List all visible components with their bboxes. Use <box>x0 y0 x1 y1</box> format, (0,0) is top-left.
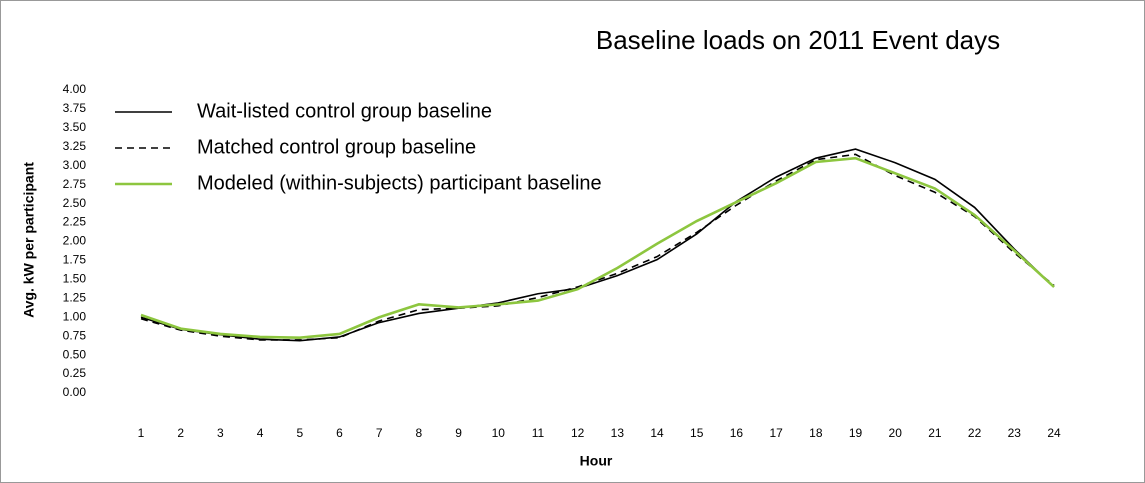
y-tick-label: 0.75 <box>63 328 87 342</box>
x-tick-label: 19 <box>849 426 863 440</box>
x-tick-label: 5 <box>296 426 303 440</box>
chart-title: Baseline loads on 2011 Event days <box>596 25 1000 55</box>
x-tick-label: 15 <box>690 426 704 440</box>
y-tick-label: 1.75 <box>63 253 87 267</box>
x-tick-label: 12 <box>571 426 585 440</box>
x-tick-label: 10 <box>492 426 506 440</box>
y-tick-label: 2.75 <box>63 177 87 191</box>
line-series <box>140 156 1055 340</box>
x-tick-label: 17 <box>769 426 783 440</box>
y-tick-label: 0.25 <box>63 366 87 380</box>
x-tick-label: 8 <box>416 426 423 440</box>
y-tick-label: 3.50 <box>63 120 87 134</box>
y-tick-label: 4.00 <box>63 82 87 96</box>
y-axis-label: Avg. kW per participant <box>21 162 37 318</box>
y-tick-label: 0.00 <box>63 385 87 399</box>
x-tick-label: 3 <box>217 426 224 440</box>
legend-label: Modeled (within-subjects) participant ba… <box>197 172 602 194</box>
x-tick-label: 20 <box>889 426 903 440</box>
y-tick-label: 2.50 <box>63 196 87 210</box>
x-tick-label: 21 <box>928 426 942 440</box>
legend-label: Wait-listed control group baseline <box>197 100 492 122</box>
y-tick-label: 3.25 <box>63 139 87 153</box>
x-tick-label: 14 <box>650 426 664 440</box>
y-tick-label: 3.00 <box>63 158 87 172</box>
x-tick-label: 24 <box>1047 426 1061 440</box>
x-tick-label: 11 <box>532 426 545 440</box>
x-tick-label: 23 <box>1008 426 1022 440</box>
y-tick-label: 2.25 <box>63 215 87 229</box>
x-tick-label: 13 <box>611 426 625 440</box>
x-tick-label: 22 <box>968 426 982 440</box>
y-tick-label: 1.50 <box>63 272 87 286</box>
x-tick-label: 9 <box>455 426 462 440</box>
line-series <box>140 148 1055 342</box>
x-tick-label: 6 <box>336 426 343 440</box>
x-tick-label: 2 <box>177 426 184 440</box>
y-tick-label: 2.00 <box>63 234 87 248</box>
y-tick-label: 0.50 <box>63 347 87 361</box>
x-axis-label: Hour <box>580 453 613 469</box>
y-tick-label: 3.75 <box>63 101 87 115</box>
x-tick-label: 4 <box>257 426 264 440</box>
x-tick-label: 16 <box>730 426 744 440</box>
x-tick-label: 1 <box>138 426 145 440</box>
y-tick-label: 1.00 <box>63 309 87 323</box>
x-tick-label: 18 <box>809 426 823 440</box>
legend-label: Matched control group baseline <box>197 136 476 158</box>
line-series <box>140 153 1055 341</box>
x-tick-label: 7 <box>376 426 383 440</box>
y-tick-label: 1.25 <box>63 290 87 304</box>
